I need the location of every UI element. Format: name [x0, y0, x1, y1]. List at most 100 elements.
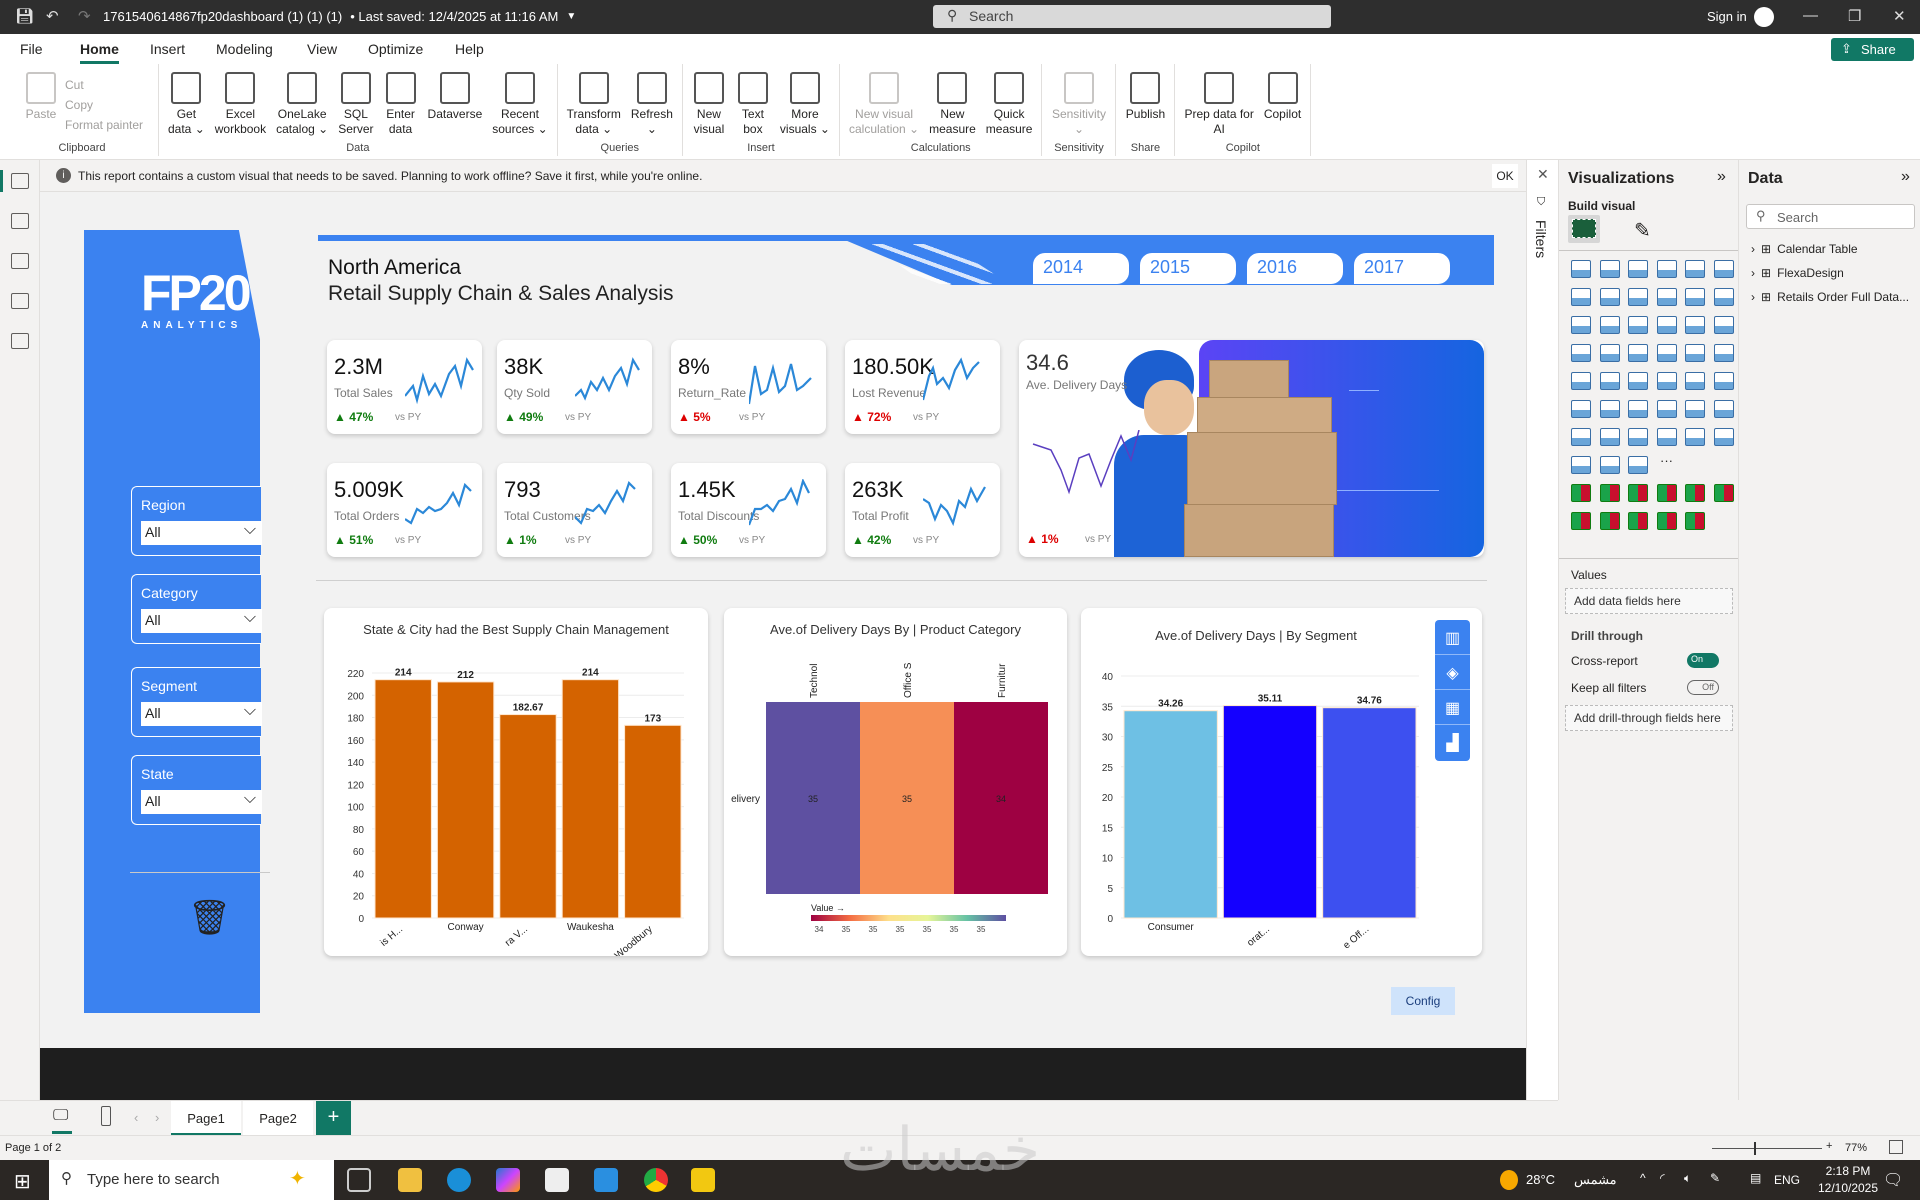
- clock-time[interactable]: 2:18 PM: [1825, 1164, 1871, 1178]
- kpi-card-lost-revenue[interactable]: 180.50K Lost Revenue ▲ 72% vs PY: [845, 340, 1000, 434]
- year-button-2014[interactable]: 2014: [1033, 253, 1129, 284]
- fit-to-page-icon[interactable]: [1889, 1140, 1903, 1154]
- mobile-layout-icon[interactable]: [101, 1106, 111, 1126]
- bar[interactable]: [1322, 707, 1417, 919]
- save-icon[interactable]: 💾︎: [15, 8, 35, 25]
- python-visual-visual-icon[interactable]: [1599, 400, 1620, 418]
- category-heatmap-chart[interactable]: 35 Technol 35 Office S 34 Furnitur elivery Valu…: [724, 608, 1067, 956]
- slicer-dropdown[interactable]: All ⌵: [141, 790, 262, 814]
- multi-row-card-visual-icon[interactable]: [1599, 372, 1620, 390]
- power-apps-visual-icon[interactable]: [1599, 456, 1620, 474]
- custom-11-visual-icon[interactable]: [1685, 512, 1705, 530]
- ribbon-button-sql[interactable]: SQL Server: [335, 72, 376, 137]
- menu-tab-modeling[interactable]: Modeling: [216, 41, 273, 57]
- pie-visual-icon[interactable]: [1685, 316, 1705, 334]
- area-visual-icon[interactable]: [1599, 288, 1620, 306]
- model-view-icon[interactable]: [11, 253, 29, 269]
- chrome-icon[interactable]: [644, 1168, 668, 1192]
- windows-start-icon[interactable]: ⊞: [14, 1171, 31, 1193]
- bar[interactable]: [624, 724, 682, 919]
- kpi-card-total-orders[interactable]: 5.009K Total Orders ▲ 51% vs PY: [327, 463, 482, 557]
- slicer-dropdown[interactable]: All ⌵: [141, 609, 262, 633]
- ribbon-button-refresh[interactable]: Refresh ⌄: [628, 72, 676, 137]
- clock-date[interactable]: 12/10/2025: [1817, 1181, 1879, 1195]
- build-visual-tab[interactable]: [1568, 215, 1600, 243]
- sign-in-link[interactable]: Sign in: [1707, 9, 1747, 24]
- zoom-in-icon[interactable]: +: [1826, 1140, 1833, 1152]
- collapse-icon[interactable]: »: [1901, 168, 1910, 185]
- share-button[interactable]: ⇪ Share ⌄: [1831, 38, 1914, 72]
- clustered-bar-visual-icon[interactable]: [1628, 260, 1648, 278]
- r-visual-visual-icon[interactable]: [1571, 400, 1591, 418]
- ribbon-button-excel[interactable]: Excel workbook: [212, 72, 269, 137]
- pen-icon[interactable]: ✎: [1710, 1171, 1721, 1185]
- ribbon-button-enter[interactable]: Enter data: [381, 72, 421, 137]
- ribbon-button-quick[interactable]: Quick measure: [983, 72, 1036, 137]
- network-icon[interactable]: ◜: [1660, 1171, 1665, 1185]
- taskbar-search[interactable]: ⚲ Type here to search ✦: [49, 1160, 334, 1200]
- close-icon[interactable]: ✕: [1537, 166, 1549, 182]
- ribbon-button-onelake[interactable]: OneLake catalog ⌄: [273, 72, 331, 137]
- file-explorer-icon[interactable]: [398, 1168, 422, 1192]
- heatmap-cell[interactable]: [766, 702, 860, 894]
- donut-visual-icon[interactable]: [1713, 316, 1734, 334]
- qa-visual-icon[interactable]: [1685, 400, 1705, 418]
- kpi-card-qty-sold[interactable]: 38K Qty Sold ▲ 49% vs PY: [497, 340, 652, 434]
- ribbon-button-new[interactable]: New visual: [689, 72, 729, 137]
- gauge-visual-icon[interactable]: [1685, 344, 1705, 362]
- minimize-icon[interactable]: —: [1803, 7, 1818, 24]
- funnel-visual-icon[interactable]: [1628, 316, 1648, 334]
- cut-button[interactable]: Cut: [64, 78, 84, 92]
- zoom-slider-thumb[interactable]: [1754, 1142, 1756, 1155]
- ribbon-button-more[interactable]: More visuals ⌄: [777, 72, 833, 137]
- paginated-visual-icon[interactable]: [1713, 400, 1734, 418]
- slicer-new-visual-icon[interactable]: [1628, 428, 1648, 446]
- ribbon-button-new-visual[interactable]: New visual calculation ⌄: [846, 72, 922, 137]
- decomposition-tree-visual-icon[interactable]: [1656, 400, 1677, 418]
- stacked-column-visual-icon[interactable]: [1599, 260, 1620, 278]
- ribbon-visual-icon[interactable]: [1571, 316, 1591, 334]
- ribbon-button-new[interactable]: New measure: [926, 72, 979, 137]
- tmdl-view-icon[interactable]: [11, 333, 29, 349]
- bar[interactable]: [499, 714, 557, 919]
- prev-page-icon[interactable]: ‹: [134, 1110, 139, 1125]
- year-button-2016[interactable]: 2016: [1247, 253, 1343, 284]
- line-clustered-visual-icon[interactable]: [1713, 288, 1734, 306]
- chevron-right-icon[interactable]: ›: [1751, 290, 1755, 304]
- data-table-item[interactable]: › ⊞ Calendar Table: [1751, 242, 1909, 266]
- 100-bar-visual-icon[interactable]: [1685, 260, 1705, 278]
- dax-query-icon[interactable]: [11, 293, 29, 309]
- bar[interactable]: [1123, 710, 1218, 919]
- filled-map-visual-icon[interactable]: [1628, 344, 1648, 362]
- heatmap-cell[interactable]: [954, 702, 1048, 894]
- custom-1-visual-icon[interactable]: [1571, 484, 1591, 502]
- slicer-dropdown[interactable]: All ⌵: [141, 521, 262, 545]
- year-button-2017[interactable]: 2017: [1354, 253, 1450, 284]
- ribbon-button-text[interactable]: Text box: [733, 72, 773, 137]
- card-new-visual-icon[interactable]: [1713, 344, 1734, 362]
- tray-chevron-icon[interactable]: ^: [1640, 1171, 1646, 1185]
- keyboard-icon[interactable]: ▤: [1750, 1171, 1762, 1185]
- button-slicer-visual-icon[interactable]: [1656, 428, 1677, 446]
- city-supply-chain-chart[interactable]: State & City had the Best Supply Chain M…: [324, 608, 708, 956]
- line-column-visual-icon[interactable]: [1685, 288, 1705, 306]
- next-page-icon[interactable]: ›: [155, 1110, 160, 1125]
- scatter-visual-icon[interactable]: [1656, 316, 1677, 334]
- desktop-layout-icon[interactable]: 🖵︎: [53, 1107, 69, 1124]
- ribbon-button-dataverse[interactable]: Dataverse: [425, 72, 486, 122]
- format-visual-icon[interactable]: ✎: [1634, 220, 1651, 242]
- custom-10-visual-icon[interactable]: [1656, 512, 1677, 530]
- search-box[interactable]: ⚲ Search: [933, 5, 1331, 28]
- title-dropdown-icon[interactable]: ▼: [566, 11, 577, 22]
- slicer-dropdown[interactable]: All ⌵: [141, 702, 262, 726]
- custom-8-visual-icon[interactable]: [1599, 512, 1620, 530]
- bar-chart-icon[interactable]: ▥: [1435, 620, 1470, 655]
- close-window-icon[interactable]: ✕: [1893, 8, 1906, 25]
- kpi-card-return-rate[interactable]: 8% Return_Rate ▲ 5% vs PY: [671, 340, 826, 434]
- clustered-column-visual-icon[interactable]: [1656, 260, 1677, 278]
- format-painter-button[interactable]: Format painter: [64, 118, 144, 132]
- list-slicer-visual-icon[interactable]: [1685, 428, 1705, 446]
- menu-tab-help[interactable]: Help: [455, 41, 484, 57]
- bar[interactable]: [1222, 705, 1318, 919]
- store-icon[interactable]: [545, 1168, 569, 1192]
